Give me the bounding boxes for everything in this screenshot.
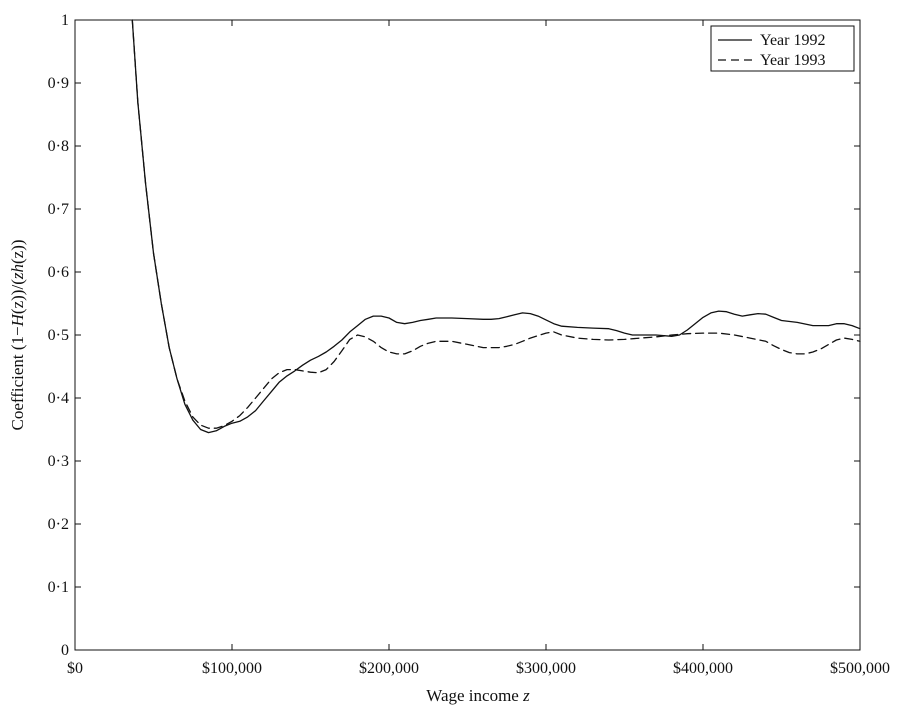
x-tick-label: $500,000 (830, 660, 890, 677)
x-tick-label: $200,000 (359, 660, 419, 677)
y-tick-label: 0·2 (48, 516, 69, 533)
axis-ticks: $0 $100,000 $200,000 $300,000 $400,000 $500,0… (48, 12, 890, 677)
y-axis-label-part-4: z (8, 272, 27, 280)
x-axis-label-var: z (522, 686, 530, 705)
y-tick-label: 0·7 (48, 201, 69, 218)
y-tick-label: 0·6 (48, 264, 69, 281)
legend-box (710, 25, 855, 72)
x-tick-label: $300,000 (516, 660, 576, 677)
x-tick-label: $0 (67, 660, 83, 677)
y-tick-label: 0·8 (48, 138, 69, 155)
y-tick-label: 0·5 (48, 327, 69, 344)
svg-text:Wage income z: Wage income z (426, 686, 530, 705)
series-line-1992 (131, 19, 861, 434)
y-tick-label: 0·3 (48, 453, 69, 470)
x-axis-label: Wage income z (426, 686, 530, 705)
y-tick-label: 1 (61, 12, 69, 29)
x-tick-label: $100,000 (202, 660, 262, 677)
y-tick-label: 0·1 (48, 579, 69, 596)
y-tick-label: 0·9 (48, 75, 69, 92)
legend-label-1993: Year 1993 (760, 52, 825, 69)
series-lines (131, 19, 861, 434)
y-axis-label-part-1: Coefficient (1− (8, 326, 27, 430)
y-axis-label: Coefficient (1−H(z))/(zh(z)) (8, 239, 27, 430)
plot-frame (74, 19, 861, 651)
y-tick-label: 0·4 (48, 390, 69, 407)
legend-label-1992: Year 1992 (760, 32, 825, 49)
svg-text:Coefficient (1−H(z))/(zh(z)): Coefficient (1−H(z))/(zh(z)) (8, 239, 27, 430)
y-axis-label-part-5: h (8, 264, 27, 273)
x-axis-label-text: Wage income (426, 686, 523, 705)
legend: Year 1992 Year 1993 (710, 25, 855, 72)
y-axis-label-part-3: (z))/( (8, 279, 27, 314)
series-line-1993 (131, 19, 861, 429)
y-tick-label: 0 (61, 642, 69, 659)
y-axis-label-part-6: (z)) (8, 239, 27, 264)
y-axis-label-part-2: H (8, 312, 27, 327)
x-tick-label: $400,000 (673, 660, 733, 677)
